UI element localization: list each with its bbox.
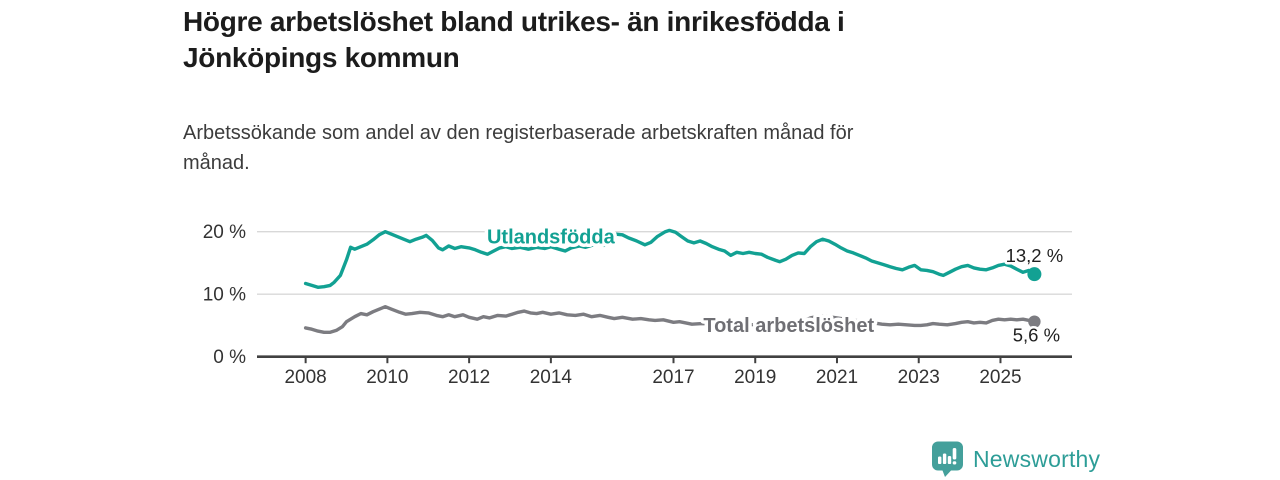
y-axis-label: 10 % <box>203 285 246 306</box>
x-axis-tick-label: 2017 <box>652 367 694 388</box>
logo-bar-1 <box>938 456 942 464</box>
series-label-foreign-born: Utlandsfödda <box>487 227 616 249</box>
newsworthy-logo: Newsworthy <box>931 441 1100 477</box>
chart-subtitle-line-1: Arbetssökande som andel av den registerb… <box>183 122 854 144</box>
logo-exclamation-dot <box>952 461 957 465</box>
x-axis-tick-label: 2025 <box>979 367 1021 388</box>
x-axis-tick-label: 2021 <box>816 367 858 388</box>
newsworthy-logo-icon <box>932 441 963 477</box>
logo-exclamation-bar <box>952 448 957 460</box>
logo-bar-3 <box>947 456 952 464</box>
y-axis-label: 20 % <box>203 222 246 243</box>
series-end-dot-foreign-born <box>1027 267 1042 282</box>
page-title-line-2: Jönköpings kommun <box>183 42 460 73</box>
series-line-foreign-born <box>303 228 1037 290</box>
x-axis-tick-label: 2012 <box>448 367 490 388</box>
series-label-total: Total arbetslöshet <box>703 315 874 337</box>
x-axis-tick-label: 2014 <box>530 367 573 388</box>
y-axis-label: 0 % <box>213 347 246 368</box>
x-axis-tick-label: 2008 <box>284 367 326 388</box>
line-chart: 0 % 10 % 20 % 2008 2010 2012 2014 2017 2019 2021 2… <box>203 222 1072 388</box>
x-axis-tick-label: 2010 <box>366 367 408 388</box>
series-line-total <box>303 304 1037 335</box>
page-title: Högre arbetslöshet bland utrikes- än inr… <box>183 4 1083 76</box>
series-end-dot-total <box>1028 315 1041 328</box>
chart-subtitle-line-2: månad. <box>183 152 250 174</box>
brand-name: Newsworthy <box>973 445 1101 472</box>
page-title-line-1: Högre arbetslöshet bland utrikes- än inr… <box>183 6 845 37</box>
logo-bar-2 <box>942 453 947 464</box>
x-axis-tick-label: 2023 <box>898 367 940 388</box>
series-end-label-foreign-born: 13,2 % <box>1006 245 1064 266</box>
series-end-label-total: 5,6 % <box>1013 325 1060 346</box>
x-axis-tick-label: 2019 <box>734 367 776 388</box>
chart-subtitle: Arbetssökande som andel av den registerb… <box>183 118 1043 178</box>
logo-bubble-shape <box>932 441 963 477</box>
